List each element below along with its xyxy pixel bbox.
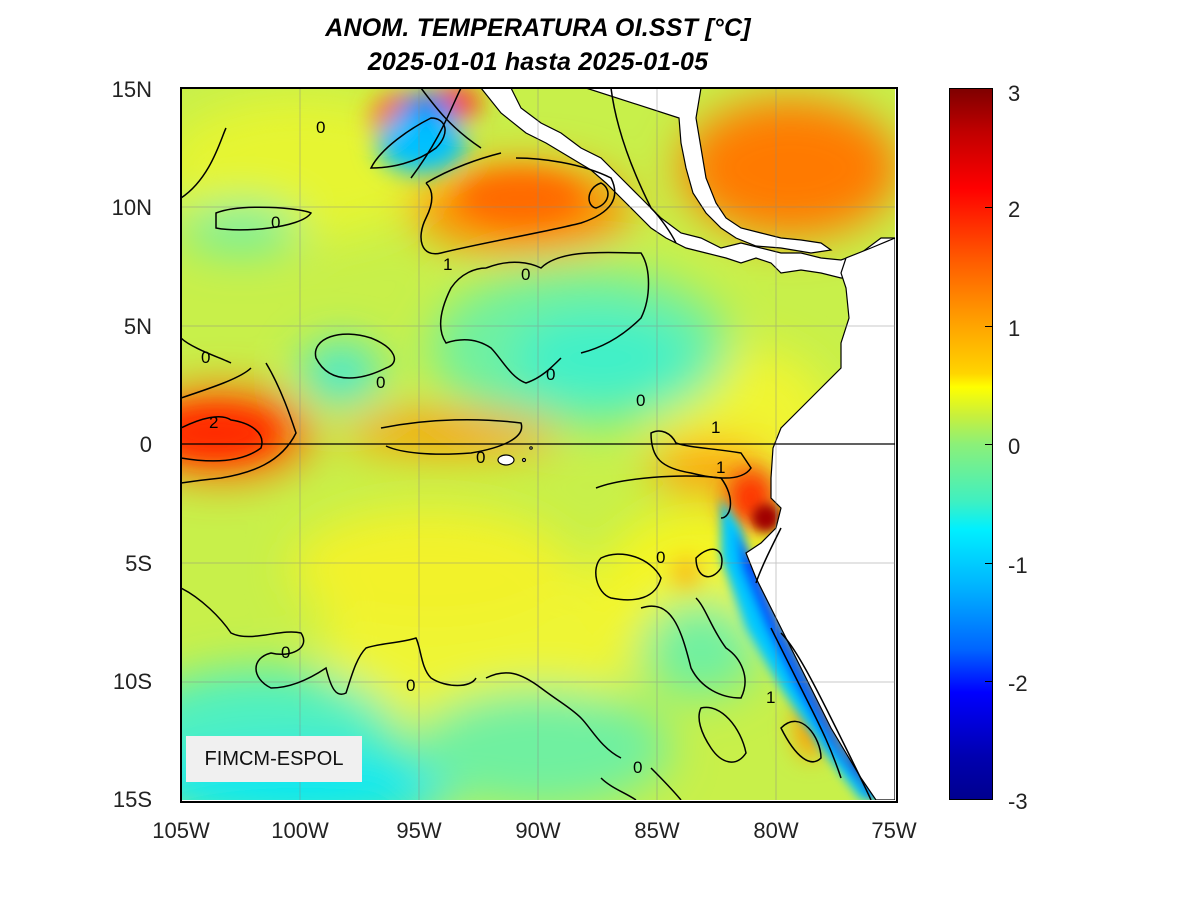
svg-text:0: 0 [656,548,665,567]
svg-text:0: 0 [633,758,642,777]
colorbar-tick-mark [985,563,993,564]
chart-subtitle: 2025-01-01 hasta 2025-01-05 [367,48,709,76]
colorbar-tick-neg1: -1 [1008,553,1028,578]
heatmap-field: 0 0 2 0 0 1 0 0 0 1 0 1 0 0 0 0 1 [181,88,895,800]
y-tick-15n: 15N [111,77,152,102]
y-tick-0: 0 [139,432,152,457]
svg-text:1: 1 [711,418,720,437]
svg-text:0: 0 [521,265,530,284]
svg-text:0: 0 [201,348,210,367]
svg-text:1: 1 [716,458,725,477]
contour-labels: 0 0 2 0 0 1 0 0 0 1 0 1 0 0 0 0 1 [201,118,775,777]
svg-text:2: 2 [209,413,218,432]
svg-text:0: 0 [271,213,280,232]
svg-text:1: 1 [766,688,775,707]
svg-text:0: 0 [476,448,485,467]
svg-text:0: 0 [406,676,415,695]
x-tick-80w: 80W [753,818,799,843]
y-tick-10n: 10N [111,195,152,220]
sst-anomaly-map: 0 0 2 0 0 1 0 0 0 1 0 1 0 0 0 0 1 FIMCM-… [181,88,895,800]
svg-text:0: 0 [546,365,555,384]
chart-title: ANOM. TEMPERATURA OI.SST [°C] [325,14,751,42]
y-tick-5s: 5S [125,551,152,576]
x-tick-95w: 95W [396,818,442,843]
colorbar-tick-neg2: -2 [1008,671,1028,696]
x-tick-85w: 85W [634,818,680,843]
colorbar-tick-3: 3 [1008,81,1021,106]
y-tick-10s: 10S [112,669,152,694]
contour-lines [181,88,872,800]
colorbar-tick-mark [985,681,993,682]
land-mask [480,88,895,800]
credit-label: FIMCM-ESPOL [186,736,362,782]
colorbar-tick-0: 0 [1008,434,1021,459]
colorbar-tick-mark [985,444,993,445]
svg-text:0: 0 [636,391,645,410]
colorbar-tick-mark [985,207,993,208]
x-tick-90w: 90W [515,818,561,843]
colorbar-tick-neg3: -3 [1008,789,1028,814]
x-tick-100w: 100W [271,818,329,843]
colorbar-tick-mark [985,326,993,327]
colorbar-tick-1: 1 [1008,316,1021,341]
svg-text:0: 0 [316,118,325,137]
y-tick-5n: 5N [123,314,152,339]
y-tick-15s: 15S [112,787,152,812]
x-tick-105w: 105W [152,818,210,843]
svg-text:0: 0 [376,373,385,392]
colorbar-tick-2: 2 [1008,197,1021,222]
svg-text:1: 1 [443,255,452,274]
svg-text:0: 0 [281,643,290,662]
x-tick-75w: 75W [871,818,917,843]
